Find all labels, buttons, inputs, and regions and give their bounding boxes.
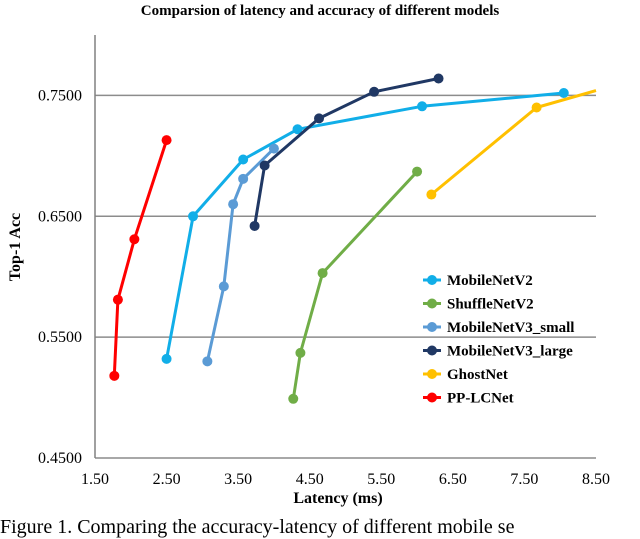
legend-swatch-marker [427,345,437,356]
legend-swatch-marker [427,392,437,403]
x-tick-label: 3.50 [224,471,252,488]
series-shufflenetv2 [288,166,423,404]
series-layer [109,73,597,404]
data-point [161,353,172,364]
series-ghostnet [426,89,597,200]
series-line [165,91,564,360]
data-point [412,166,423,177]
x-tick-label: 6.50 [439,471,467,488]
y-tick-label: 0.5500 [38,329,82,346]
series-line [112,139,169,376]
legend-item: MobileNetV3_small [423,320,574,336]
y-tick-label: 0.6500 [38,208,82,225]
legend-item: MobileNetV2 [423,273,533,289]
y-tick-label: 0.7500 [38,87,82,104]
legend-label: MobileNetV3_large [447,344,573,360]
data-point [202,356,213,367]
series-line [253,77,439,227]
data-point [292,124,303,135]
gridlines [95,94,596,459]
legend-item: ShuffleNetV2 [423,297,534,313]
data-point [317,268,328,279]
series-pp-lcnet [109,135,172,381]
data-point [218,281,229,292]
data-point [295,347,306,358]
legend-item: PP-LCNet [423,391,514,407]
data-point [228,199,239,210]
x-tick-label: 1.50 [81,471,109,488]
legend-label: ShuffleNetV2 [447,297,534,313]
data-point [161,135,172,146]
data-point [433,73,444,84]
x-tick-label: 8.50 [582,471,610,488]
data-point [314,113,325,124]
data-point [112,294,123,305]
y-tick-labels: 0.4500 0.5500 0.6500 0.7500 [38,87,82,467]
legend-item: MobileNetV3_large [423,344,573,360]
series-mobilenetv2 [161,88,569,364]
legend-swatch-marker [427,369,437,379]
data-point [531,102,542,113]
x-tick-label: 5.50 [367,471,395,488]
legend-item: GhostNet [423,367,508,383]
legend-swatch-marker [427,275,437,285]
x-tick-label: 4.50 [296,471,324,488]
legend-label: PP-LCNet [447,391,514,407]
x-tick-label: 7.50 [510,471,538,488]
data-point [288,393,299,404]
y-tick-label: 0.4500 [38,450,82,467]
data-point [249,220,260,231]
data-point [129,234,140,245]
data-point [558,88,569,99]
chart-title: Comparsion of latency and accuracy of di… [141,3,500,19]
series-mobilenetv3-large [249,73,444,231]
legend-swatch-marker [427,322,437,332]
data-point [238,154,249,165]
data-point [259,160,270,171]
y-axis-label: Top-1 Acc [7,213,24,281]
data-point [238,173,249,184]
data-point [268,143,279,154]
x-axis-label: Latency (ms) [293,490,382,507]
legend-label: GhostNet [447,367,508,383]
series-mobilenetv3-small [202,143,279,367]
legend: MobileNetV2 ShuffleNetV2 MobileNetV3_small… [423,273,574,407]
x-tick-labels: 1.50 2.50 3.50 4.50 5.50 6.50 7.50 8.50 [81,471,610,488]
series-line [291,170,419,400]
figure-caption: Figure 1. Comparing the accuracy-latency… [0,516,515,538]
data-point [188,211,199,222]
data-point [417,101,428,112]
series-line [430,89,597,196]
data-point [369,86,380,97]
legend-label: MobileNetV3_small [447,320,574,336]
x-tick-label: 2.50 [153,471,181,488]
legend-label: MobileNetV2 [447,273,533,289]
data-point [426,189,437,200]
data-point [109,370,120,381]
legend-swatch-marker [427,298,437,309]
